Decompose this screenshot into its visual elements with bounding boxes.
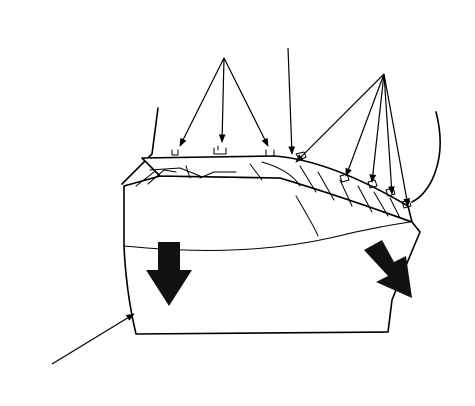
removal-arrow-left <box>146 242 192 306</box>
clip-3 <box>265 149 275 157</box>
leader-left-clips <box>179 57 269 147</box>
leader-panel <box>51 313 135 365</box>
clip-7 <box>385 187 396 197</box>
leader-right-clips <box>295 73 410 207</box>
leader-center <box>287 47 296 155</box>
right-body-outline <box>411 111 441 203</box>
clip-1 <box>171 149 179 156</box>
clip-2 <box>213 145 227 155</box>
removal-arrow-right <box>364 240 412 298</box>
left-body-outline <box>121 107 159 185</box>
clip-5 <box>339 173 350 183</box>
trim-panel <box>123 155 421 335</box>
